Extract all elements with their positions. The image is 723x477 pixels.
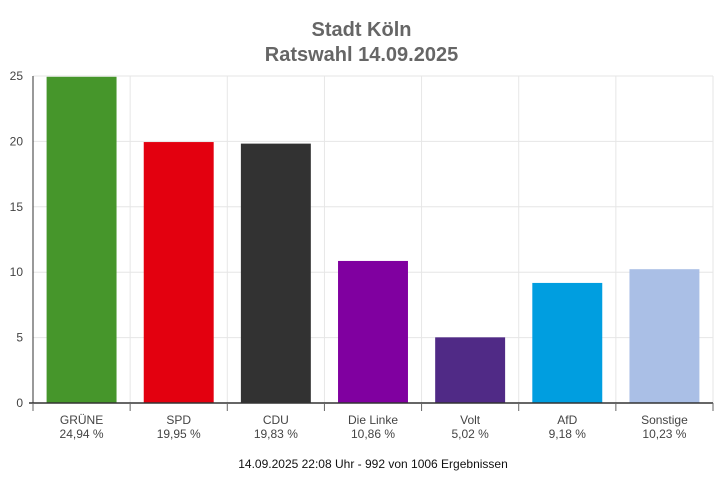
axis-layer [29, 76, 714, 411]
category-label: Volt [460, 413, 481, 427]
chart-title: Stadt Köln [312, 19, 412, 41]
value-label: 19,95 % [157, 427, 201, 441]
bar-afd [532, 282, 603, 403]
bar-spd [143, 142, 214, 403]
value-label: 5,02 % [451, 427, 489, 441]
category-label: Die Linke [348, 413, 398, 427]
category-label: Sonstige [641, 413, 688, 427]
category-label: SPD [166, 413, 191, 427]
y-tick-label: 10 [10, 265, 24, 279]
chart-subtitle: Ratswahl 14.09.2025 [265, 44, 458, 66]
category-label: AfD [557, 413, 577, 427]
bars-layer [46, 76, 700, 404]
y-tick-label: 5 [16, 331, 23, 345]
y-tick-label: 25 [10, 69, 24, 83]
bar-cdu [240, 143, 311, 403]
value-label: 10,86 % [351, 427, 395, 441]
y-tick-label: 20 [10, 134, 24, 148]
value-label: 19,83 % [254, 427, 298, 441]
value-label: 9,18 % [549, 427, 587, 441]
y-tick-label: 15 [10, 200, 24, 214]
value-label: 24,94 % [60, 427, 104, 441]
value-label: 10,23 % [642, 427, 686, 441]
category-label: CDU [263, 413, 289, 427]
chart-footer: 14.09.2025 22:08 Uhr - 992 von 1006 Erge… [238, 457, 508, 471]
bar-gr-ne [46, 76, 117, 404]
bar-sonstige [629, 269, 700, 403]
bar-die-linke [338, 260, 408, 403]
category-label: GRÜNE [60, 413, 103, 427]
bar-volt [435, 337, 506, 403]
y-tick-label: 0 [16, 396, 23, 410]
